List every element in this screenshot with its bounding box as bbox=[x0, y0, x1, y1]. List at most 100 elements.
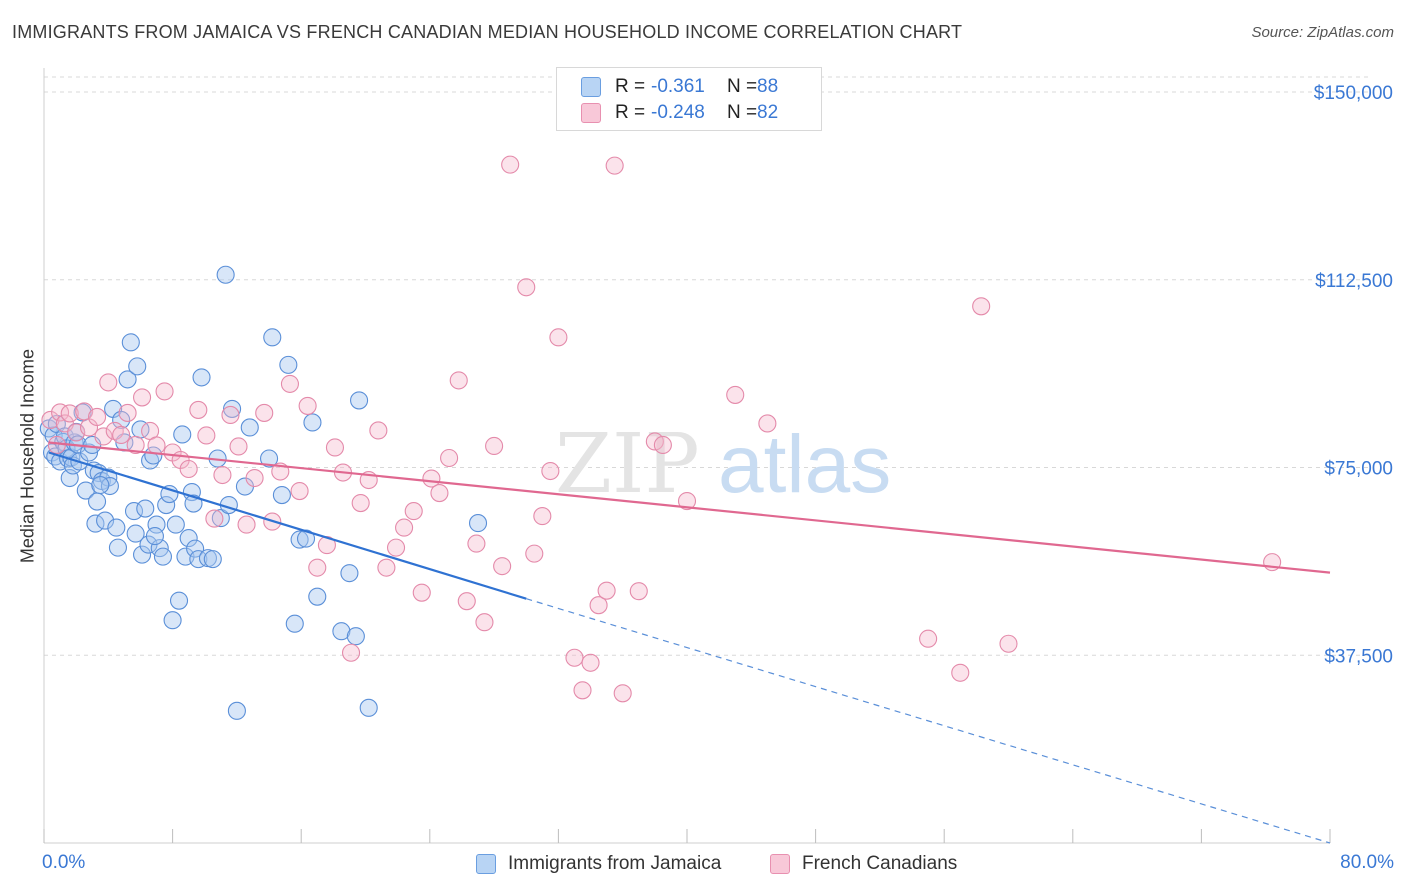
jamaica-point bbox=[121, 333, 140, 352]
jamaica-point bbox=[147, 515, 166, 534]
french-canadian-point bbox=[213, 465, 232, 485]
french-canadian-point bbox=[205, 509, 224, 528]
bottom-legend-swatch-pink bbox=[770, 854, 790, 874]
french-canadian-point bbox=[133, 388, 152, 407]
legend-row-french-canadian: R = -0.248 N = 82 bbox=[581, 101, 778, 125]
jamaica-point bbox=[91, 475, 110, 495]
french-canadian-point bbox=[467, 534, 486, 553]
jamaica-point bbox=[184, 494, 203, 513]
bottom-legend-jamaica: Immigrants from Jamaica bbox=[476, 852, 721, 876]
jamaica-point bbox=[285, 614, 304, 633]
jamaica-point bbox=[87, 492, 107, 511]
watermark-atlas: atlas bbox=[718, 419, 891, 510]
french-canadian-point bbox=[613, 684, 632, 703]
jamaica-point bbox=[340, 564, 359, 583]
french-canadian-point bbox=[677, 492, 697, 511]
trend-line-jamaica bbox=[48, 451, 527, 600]
bottom-legend-swatch-blue bbox=[476, 854, 496, 874]
jamaica-point bbox=[100, 476, 119, 496]
jamaica-point bbox=[73, 403, 92, 422]
legend-row-jamaica: R = -0.361 N = 88 bbox=[581, 75, 778, 99]
french-canadian-point bbox=[147, 436, 166, 455]
jamaica-point bbox=[192, 368, 211, 387]
legend-r-label: R = bbox=[615, 102, 646, 123]
legend-n-label: N = bbox=[727, 76, 758, 97]
french-canadian-point bbox=[485, 436, 504, 456]
jamaica-point bbox=[211, 509, 230, 528]
source-credit: Source: ZipAtlas.com bbox=[1251, 24, 1394, 41]
french-canadian-point bbox=[573, 681, 592, 700]
french-canadian-point bbox=[60, 404, 79, 423]
jamaica-point bbox=[227, 701, 246, 720]
jamaica-point bbox=[468, 514, 488, 533]
y-tick-label: $37,500 bbox=[1324, 646, 1393, 667]
y-tick-label: $75,000 bbox=[1324, 459, 1393, 480]
jamaica-point bbox=[133, 545, 152, 564]
jamaica-point bbox=[128, 357, 147, 376]
jamaica-point bbox=[272, 485, 291, 505]
watermark-zip: ZIP bbox=[555, 417, 700, 512]
jamaica-point bbox=[144, 446, 163, 465]
french-canadian-point bbox=[449, 371, 468, 390]
jamaica-point bbox=[203, 550, 222, 569]
legend-n-value: 82 bbox=[757, 102, 779, 123]
french-canadian-point bbox=[525, 544, 544, 563]
french-canadian-point bbox=[41, 410, 60, 429]
series-jamaica-points bbox=[39, 265, 488, 720]
legend-n-label: N = bbox=[727, 102, 758, 123]
correlation-legend: R = -0.361 N = 88 R = -0.248 N = 82 bbox=[556, 67, 822, 131]
french-canadian-point bbox=[629, 582, 648, 601]
french-canadian-point bbox=[412, 583, 431, 602]
french-canadian-point bbox=[653, 435, 672, 455]
french-canadian-point bbox=[430, 483, 449, 503]
chart-title: IMMIGRANTS FROM JAMAICA VS FRENCH CANADI… bbox=[12, 22, 963, 42]
french-canadian-point bbox=[99, 373, 118, 392]
jamaica-point bbox=[332, 622, 351, 641]
french-canadian-point bbox=[237, 515, 256, 534]
legend-n-value: 88 bbox=[757, 76, 779, 97]
french-canadian-point bbox=[341, 643, 361, 662]
french-canadian-point bbox=[972, 297, 991, 316]
jamaica-point bbox=[136, 499, 155, 518]
x-axis-max-label: 80.0% bbox=[1340, 852, 1394, 873]
french-canadian-point bbox=[221, 405, 240, 424]
french-canadian-point bbox=[280, 374, 299, 393]
trend-line-jamaica-extrapolated bbox=[526, 598, 1331, 844]
french-canadian-point bbox=[179, 459, 198, 479]
jamaica-point bbox=[182, 482, 201, 502]
french-canadian-point bbox=[126, 435, 145, 455]
jamaica-point bbox=[350, 391, 369, 410]
jamaica-point bbox=[157, 496, 176, 515]
french-canadian-point bbox=[245, 468, 264, 488]
french-canadian-point bbox=[255, 403, 274, 422]
jamaica-point bbox=[186, 539, 205, 558]
legend-r-value: -0.361 bbox=[651, 76, 705, 97]
jamaica-point bbox=[169, 591, 189, 610]
french-canadian-point bbox=[118, 403, 137, 422]
legend-swatch-blue bbox=[581, 77, 601, 97]
jamaica-point bbox=[126, 524, 145, 543]
french-canadian-point bbox=[581, 653, 600, 672]
jamaica-point bbox=[263, 328, 282, 347]
jamaica-point bbox=[259, 449, 279, 468]
bottom-legend-label-jamaica: Immigrants from Jamaica bbox=[508, 853, 722, 874]
french-canadian-point bbox=[51, 403, 70, 422]
french-canadian-point bbox=[308, 558, 327, 577]
jamaica-point bbox=[308, 587, 327, 606]
trend-lines bbox=[48, 441, 1331, 844]
jamaica-point bbox=[290, 530, 309, 549]
jamaica-point bbox=[359, 698, 378, 717]
jamaica-point bbox=[112, 410, 131, 429]
jamaica-point bbox=[163, 611, 182, 630]
legend-r-value: -0.248 bbox=[651, 102, 705, 123]
jamaica-point bbox=[124, 502, 144, 521]
jamaica-point bbox=[346, 627, 365, 646]
french-canadian-point bbox=[726, 385, 745, 404]
french-canadian-point bbox=[457, 592, 476, 611]
y-tick-label: $150,000 bbox=[1314, 83, 1393, 104]
jamaica-point bbox=[145, 527, 164, 546]
grid-lines bbox=[44, 76, 1370, 656]
jamaica-point bbox=[108, 538, 127, 557]
french-canadian-point bbox=[475, 613, 494, 632]
